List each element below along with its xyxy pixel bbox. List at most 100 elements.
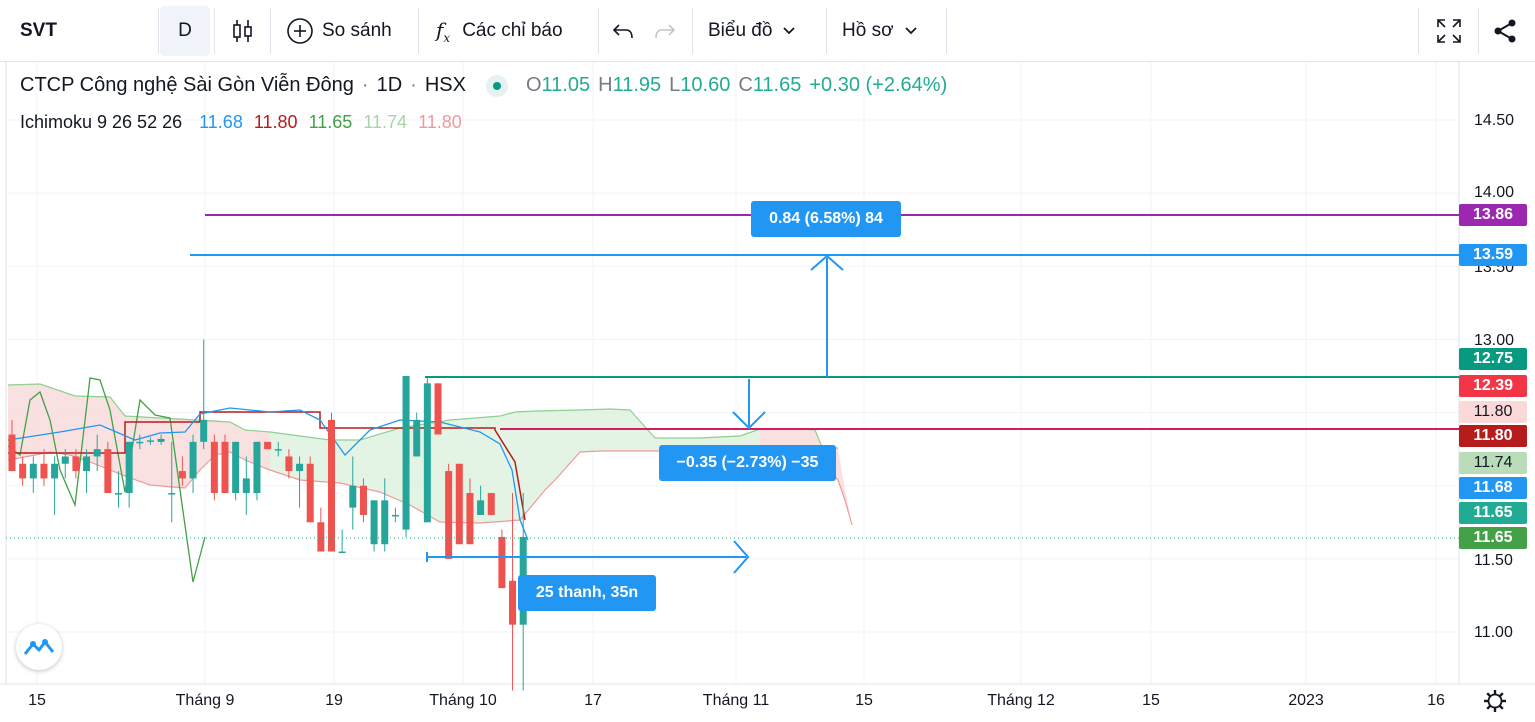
- legend-separator: ·: [361, 74, 369, 96]
- price-tag-chikou: 11.65: [1459, 527, 1527, 549]
- candle-body: [434, 383, 442, 435]
- candle-body: [104, 449, 112, 494]
- undo-button[interactable]: [604, 6, 642, 56]
- candle-body: [349, 485, 357, 508]
- chart-settings-button[interactable]: [1482, 688, 1508, 714]
- compare-label: So sánh: [322, 20, 392, 41]
- open-value: 11.05: [541, 74, 591, 96]
- candle-body: [381, 500, 389, 545]
- fullscreen-icon: [1437, 19, 1461, 43]
- high-label: H: [598, 74, 613, 96]
- date-range-arrow[interactable]: [426, 540, 750, 574]
- candle-body: [61, 456, 69, 464]
- compare-button[interactable]: So sánh: [278, 6, 414, 56]
- divider: [598, 8, 599, 54]
- candle-body: [136, 441, 144, 444]
- legend-separator: ·: [410, 74, 417, 96]
- price-axis-label: 14.50: [1474, 112, 1515, 129]
- chart-type-button[interactable]: [220, 6, 266, 56]
- candle-body: [359, 485, 367, 515]
- candle-body: [19, 463, 27, 479]
- candle-body: [328, 419, 335, 552]
- high-value: 11.95: [612, 74, 662, 96]
- indicators-label: Các chỉ báo: [462, 20, 563, 41]
- candle-body: [402, 376, 410, 530]
- candle-body: [189, 441, 197, 479]
- symbol-search-button[interactable]: SVT: [8, 6, 158, 56]
- price-range-down-arrow[interactable]: [732, 379, 766, 430]
- price-tag-teal: 12.75: [1459, 348, 1527, 370]
- price-range-label-down[interactable]: −0.35 (−2.73%) −35: [659, 445, 836, 481]
- indicators-button[interactable]: fx Các chỉ báo: [426, 6, 596, 56]
- price-axis-label: 11.00: [1474, 624, 1513, 641]
- date-range-label[interactable]: 25 thanh, 35n: [518, 575, 656, 611]
- divider: [418, 8, 419, 54]
- low-value: 10.60: [680, 74, 731, 96]
- divider: [826, 8, 827, 54]
- profile-button[interactable]: Hồ sơ: [832, 6, 944, 56]
- time-axis-label: 15: [28, 692, 46, 709]
- candle-body: [157, 438, 165, 442]
- price-tag-red: 12.39: [1459, 375, 1527, 397]
- kijun-sen-line: [8, 411, 526, 521]
- candles-icon: [233, 20, 252, 42]
- interval-button[interactable]: D: [160, 6, 210, 56]
- time-axis-label: 16: [1427, 692, 1445, 709]
- time-axis-label: 17: [584, 692, 602, 709]
- candle-body: [232, 441, 240, 494]
- divider: [158, 8, 159, 54]
- indicator-name: Ichimoku 9 26 52 26: [20, 112, 183, 132]
- time-axis-label: 15: [855, 692, 873, 709]
- undo-icon: [612, 24, 633, 39]
- chikou-value: 11.65: [308, 112, 353, 132]
- time-axis-label: 2023: [1288, 692, 1324, 709]
- function-icon: fx: [436, 17, 451, 45]
- candle-body: [413, 419, 421, 457]
- time-axis-label: 15: [1142, 692, 1160, 709]
- candle-body: [8, 434, 16, 472]
- price-tag-span-b: 11.80: [1459, 401, 1527, 423]
- candle-body: [423, 383, 431, 523]
- candle-body: [455, 463, 463, 545]
- low-label: L: [669, 74, 681, 96]
- candle-body: [200, 419, 208, 442]
- candle-body: [285, 456, 293, 472]
- gear-icon: [1484, 690, 1506, 712]
- top-toolbar: SVT D So sánh fx Các chỉ báo Biểu đồ Hồ …: [0, 0, 1535, 62]
- divider: [1478, 8, 1479, 54]
- indicator-legend[interactable]: Ichimoku 9 26 52 26 11.68 11.80 11.65 11…: [20, 112, 468, 133]
- price-range-label-up[interactable]: 0.84 (6.58%) 84: [751, 201, 901, 237]
- legend-interval: 1D: [376, 74, 403, 96]
- candle-body: [146, 440, 154, 442]
- price-range-up-arrow[interactable]: [810, 254, 844, 377]
- market-status-icon[interactable]: [485, 74, 508, 97]
- candle-body: [370, 500, 378, 545]
- divider: [270, 8, 271, 54]
- chevron-down-icon: [783, 27, 796, 35]
- plus-circle-icon: [287, 18, 313, 44]
- price-tag-purple: 13.86: [1459, 204, 1527, 226]
- time-axis-label: 19: [325, 692, 343, 709]
- price-chart[interactable]: [0, 62, 1535, 722]
- share-button[interactable]: [1480, 6, 1530, 56]
- redo-button[interactable]: [646, 6, 684, 56]
- candle-body: [306, 463, 314, 523]
- span-a-value: 11.74: [363, 112, 408, 132]
- chart-layout-button[interactable]: Biểu đồ: [698, 6, 824, 56]
- candle-body: [125, 441, 133, 494]
- tradingview-logo[interactable]: [16, 624, 62, 670]
- price-tag-blue: 13.59: [1459, 244, 1527, 266]
- candle-body: [296, 463, 304, 472]
- change-value: +0.30 (+2.64%): [809, 74, 948, 96]
- candle-body: [274, 449, 282, 451]
- candle-body: [178, 471, 186, 479]
- company-name: CTCP Công nghệ Sài Gòn Viễn Đông: [20, 74, 354, 96]
- candle-body: [210, 441, 218, 494]
- candle-body: [317, 522, 325, 552]
- fullscreen-button[interactable]: [1422, 6, 1476, 56]
- candle-body: [466, 493, 474, 545]
- price-tag-kijun: 11.80: [1459, 425, 1527, 447]
- candlestick-series: [8, 339, 527, 691]
- candle-body: [29, 463, 37, 479]
- candle-body: [168, 493, 176, 495]
